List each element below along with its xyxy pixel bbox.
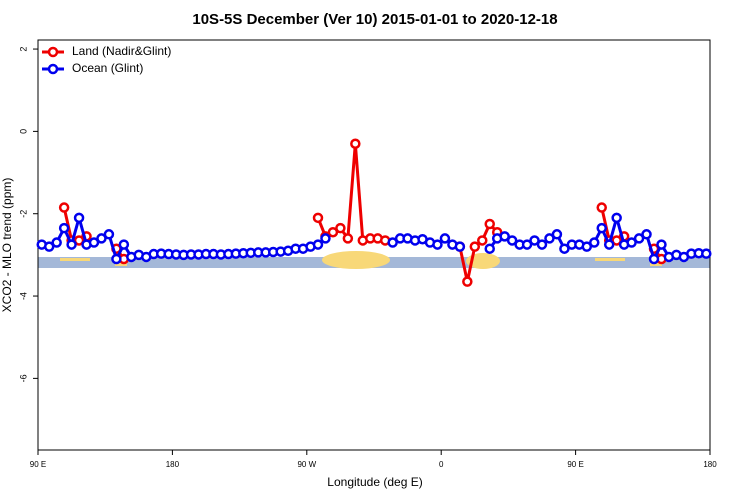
data-point bbox=[529, 235, 540, 246]
data-point bbox=[73, 235, 85, 246]
data-point bbox=[611, 235, 622, 246]
data-point bbox=[596, 222, 607, 234]
data-point bbox=[701, 248, 712, 259]
legend-marker bbox=[47, 63, 59, 75]
x-tick-label: 180 bbox=[166, 460, 180, 469]
data-point bbox=[499, 231, 510, 242]
data-point bbox=[335, 222, 346, 234]
data-point bbox=[312, 212, 324, 224]
y-axis-label: XCO2 - MLO trend (ppm) bbox=[0, 178, 14, 313]
data-point bbox=[589, 237, 600, 248]
data-point bbox=[320, 233, 331, 244]
legend-label: Ocean (Glint) bbox=[72, 61, 143, 75]
data-point bbox=[58, 222, 70, 234]
data-point bbox=[477, 235, 488, 246]
data-point bbox=[596, 202, 607, 213]
data-point bbox=[484, 218, 495, 230]
data-point bbox=[342, 233, 354, 244]
data-point bbox=[536, 239, 548, 250]
data-point bbox=[387, 237, 398, 248]
data-point bbox=[350, 138, 361, 149]
x-tick-label: 90 E bbox=[567, 460, 583, 469]
data-point bbox=[611, 212, 622, 224]
data-point bbox=[96, 233, 107, 244]
data-point bbox=[439, 233, 451, 244]
chart-title: 10S-5S December (Ver 10) 2015-01-01 to 2… bbox=[192, 11, 557, 28]
data-point bbox=[43, 241, 55, 252]
data-point bbox=[641, 229, 652, 240]
x-tick-label: 90 E bbox=[30, 460, 46, 469]
data-point bbox=[66, 239, 77, 250]
data-point bbox=[111, 253, 122, 265]
data-point bbox=[521, 239, 533, 250]
data-point bbox=[656, 239, 667, 250]
y-tick-label: -6 bbox=[18, 374, 28, 382]
data-point bbox=[312, 239, 324, 250]
data-point bbox=[118, 239, 130, 250]
data-point bbox=[551, 229, 563, 240]
y-tick-label: -4 bbox=[18, 292, 28, 300]
data-point bbox=[454, 241, 466, 252]
legend-label: Land (Nadir&Glint) bbox=[72, 44, 171, 58]
data-point bbox=[469, 241, 481, 252]
data-point bbox=[581, 241, 593, 252]
data-point bbox=[603, 239, 615, 250]
data-point bbox=[58, 202, 70, 213]
data-point bbox=[327, 226, 339, 238]
data-point bbox=[103, 229, 115, 240]
x-tick-label: 0 bbox=[439, 460, 444, 469]
land-mask bbox=[38, 251, 710, 269]
data-point bbox=[648, 253, 660, 265]
data-point bbox=[626, 237, 637, 248]
data-point bbox=[51, 237, 62, 248]
x-tick-label: 180 bbox=[703, 460, 717, 469]
data-point bbox=[88, 237, 100, 248]
data-point bbox=[544, 233, 555, 244]
y-tick-label: 0 bbox=[18, 129, 28, 134]
data-point bbox=[73, 212, 85, 224]
data-point bbox=[462, 276, 473, 287]
y-tick-label: 2 bbox=[18, 47, 28, 52]
y-tick-label: -2 bbox=[18, 210, 28, 218]
data-point bbox=[484, 243, 495, 254]
x-axis-label: Longitude (deg E) bbox=[327, 475, 422, 489]
legend-marker bbox=[47, 46, 59, 58]
data-point bbox=[633, 233, 645, 244]
data-point bbox=[506, 235, 518, 246]
data-point bbox=[559, 243, 570, 254]
data-point bbox=[432, 239, 443, 250]
x-tick-label: 90 W bbox=[297, 460, 316, 469]
